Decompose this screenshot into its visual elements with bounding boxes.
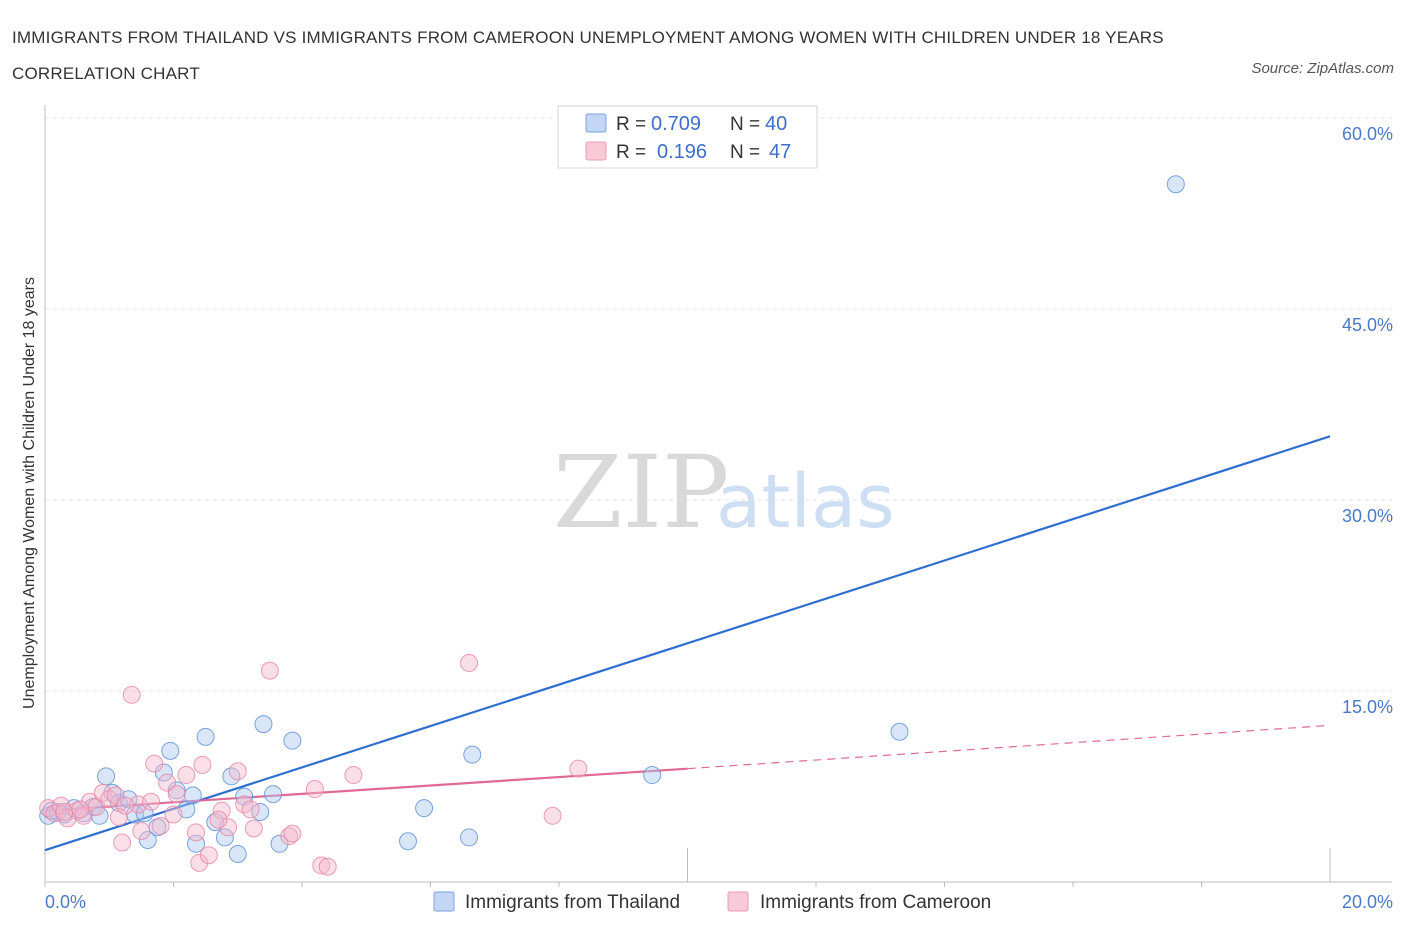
legend-cameroon-r-label: R = xyxy=(616,142,646,163)
point-series1-39 xyxy=(344,766,363,785)
watermark-zip: ZIP xyxy=(553,434,729,551)
point-series1-20 xyxy=(164,805,183,824)
point-series0-36 xyxy=(463,745,482,764)
point-series0-37 xyxy=(643,766,662,785)
point-series0-13 xyxy=(135,804,154,823)
y-tick-label-1: 30.0% xyxy=(1342,506,1393,526)
y-axis-label: Unemployment Among Women with Children U… xyxy=(21,277,38,709)
point-series1-32 xyxy=(244,819,263,838)
point-series1-33 xyxy=(260,661,279,680)
trend-line-cameroon xyxy=(44,767,688,812)
stats-legend: R = 0.709 N = 40 R = 0.196 N = 47 xyxy=(557,105,818,169)
point-series1-40 xyxy=(460,653,479,672)
point-series1-41 xyxy=(543,806,562,825)
point-series1-34 xyxy=(280,827,299,846)
point-series1-19 xyxy=(158,773,177,792)
trend-line-cameroon-extension xyxy=(687,724,1331,770)
point-series1-36 xyxy=(305,780,324,799)
x-tick-label-1: 20.0% xyxy=(1342,892,1393,912)
y-tick-label-2: 45.0% xyxy=(1342,315,1393,335)
point-series1-25 xyxy=(193,755,212,774)
point-series1-28 xyxy=(219,818,238,837)
point-series0-32 xyxy=(283,731,302,750)
point-series1-16 xyxy=(142,792,161,811)
legend-thailand-n-value: 40 xyxy=(765,113,787,135)
legend-thailand-r-label: R = xyxy=(616,114,646,135)
x-tick-label-0: 0.0% xyxy=(45,892,86,912)
point-series1-43 xyxy=(55,802,74,821)
point-series0-33 xyxy=(399,832,418,851)
point-series1-21 xyxy=(167,785,186,804)
grid-lines xyxy=(45,117,1392,692)
series-legend: Immigrants from Thailand Immigrants from… xyxy=(433,891,991,913)
series-legend-cameroon: Immigrants from Cameroon xyxy=(760,892,991,913)
point-series0-34 xyxy=(415,799,434,818)
point-series0-35 xyxy=(460,828,479,847)
series-legend-swatch-thailand xyxy=(433,891,455,912)
point-series0-29 xyxy=(254,715,273,734)
point-series1-24 xyxy=(190,853,209,872)
legend-thailand-n-label: N = xyxy=(730,114,760,135)
point-series0-8 xyxy=(97,767,116,786)
point-series0-24 xyxy=(215,828,234,847)
point-series0-26 xyxy=(228,844,247,863)
point-series0-22 xyxy=(196,727,215,746)
point-series1-37 xyxy=(312,856,331,875)
point-series0-38 xyxy=(890,722,909,741)
point-series0-18 xyxy=(167,781,186,800)
point-series1-35 xyxy=(283,824,302,843)
y-tick-label-3: 60.0% xyxy=(1342,124,1393,144)
series-legend-thailand: Immigrants from Thailand xyxy=(465,892,680,913)
point-series1-23 xyxy=(186,823,205,842)
point-series1-22 xyxy=(177,766,196,785)
source-label: Source: ZipAtlas.com xyxy=(1251,60,1394,77)
point-series1-42 xyxy=(569,759,588,778)
point-series1-26 xyxy=(199,846,218,865)
point-series0-31 xyxy=(270,834,289,853)
data-points xyxy=(39,175,1185,876)
trend-line-thailand xyxy=(44,435,1331,852)
series-legend-swatch-cameroon xyxy=(727,891,749,912)
point-series1-46 xyxy=(209,810,228,829)
y-tick-label-0: 15.0% xyxy=(1342,697,1393,717)
legend-cameroon-n-label: N = xyxy=(730,142,760,163)
axes xyxy=(44,105,1392,887)
point-series1-15 xyxy=(132,822,151,841)
point-series0-30 xyxy=(264,785,283,804)
legend-swatch-thailand xyxy=(585,113,607,133)
point-series1-13 xyxy=(122,685,141,704)
legend-thailand-r-value: 0.709 xyxy=(651,113,701,135)
point-series1-11 xyxy=(109,808,128,827)
point-series1-17 xyxy=(145,754,164,773)
point-series0-39 xyxy=(1166,175,1185,194)
x-tick-labels: 0.0% 20.0% xyxy=(45,892,1393,912)
point-series1-29 xyxy=(228,762,247,781)
point-series1-18 xyxy=(151,816,170,835)
legend-cameroon-n-value: 47 xyxy=(769,141,791,163)
point-series1-45 xyxy=(116,796,135,815)
trend-lines xyxy=(44,435,1331,852)
legend-cameroon-r-value: 0.196 xyxy=(657,141,707,163)
point-series1-38 xyxy=(318,857,337,876)
point-series1-12 xyxy=(113,833,132,852)
y-tick-labels: 15.0% 30.0% 45.0% 60.0% xyxy=(1342,124,1393,717)
chart-title: IMMIGRANTS FROM THAILAND VS IMMIGRANTS F… xyxy=(12,28,1164,83)
point-series1-44 xyxy=(71,800,90,819)
point-series1-31 xyxy=(241,800,260,819)
legend-swatch-cameroon xyxy=(585,141,607,161)
watermark-atlas: atlas xyxy=(716,459,895,545)
point-series0-17 xyxy=(161,741,180,760)
point-series0-14 xyxy=(138,830,157,849)
point-series0-20 xyxy=(183,786,202,805)
